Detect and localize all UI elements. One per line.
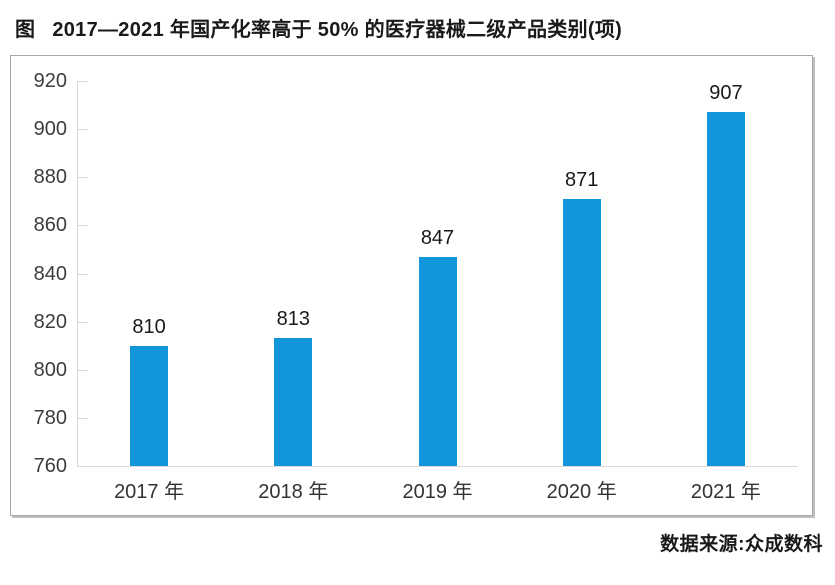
bar bbox=[706, 112, 745, 466]
data-source-label: 数据来源:众成数科 bbox=[660, 534, 823, 555]
y-tick bbox=[77, 273, 88, 275]
y-tick-label: 860 bbox=[33, 214, 67, 237]
bar-value-label: 907 bbox=[709, 82, 743, 105]
x-tick-label: 2019 年 bbox=[402, 481, 473, 503]
y-tick-label: 800 bbox=[33, 358, 67, 381]
y-tick-label: 900 bbox=[33, 118, 67, 141]
x-tick-label: 2021 年 bbox=[690, 481, 761, 503]
y-tick-label: 880 bbox=[33, 166, 67, 189]
chart-title-prefix: 图 bbox=[15, 19, 36, 41]
y-tick bbox=[77, 369, 88, 371]
bar bbox=[274, 338, 313, 466]
bar bbox=[562, 198, 601, 466]
y-tick bbox=[77, 417, 88, 419]
bar-value-label: 847 bbox=[420, 226, 455, 249]
bar bbox=[418, 256, 457, 466]
y-tick-label: 780 bbox=[33, 406, 67, 429]
y-tick-label: 920 bbox=[33, 70, 67, 92]
y-tick-label: 760 bbox=[33, 455, 67, 477]
y-tick bbox=[77, 225, 88, 227]
bar-value-label: 871 bbox=[565, 168, 599, 191]
y-tick bbox=[77, 321, 88, 323]
y-tick bbox=[77, 129, 88, 131]
y-tick bbox=[77, 81, 88, 82]
x-tick-label: 2018 年 bbox=[258, 481, 329, 503]
chart-title: 图 2017—2021 年国产化率高于 50% 的医疗器械二级产品类别(项) bbox=[15, 13, 622, 42]
x-axis-line bbox=[77, 466, 798, 467]
y-tick-label: 820 bbox=[33, 310, 67, 333]
chart-frame: 760 780 800 820 840 860 880 900 920 810 2017 年 813 2… bbox=[10, 55, 813, 516]
x-tick-label: 2017 年 bbox=[114, 481, 185, 503]
bar bbox=[130, 345, 169, 466]
x-tick-label: 2020 年 bbox=[546, 481, 617, 503]
bar-value-label: 810 bbox=[132, 315, 166, 338]
y-tick bbox=[77, 177, 88, 179]
y-tick-label: 840 bbox=[33, 262, 67, 285]
bar-value-label: 813 bbox=[276, 308, 310, 331]
chart-title-text: 2017—2021 年国产化率高于 50% 的医疗器械二级产品类别(项) bbox=[52, 19, 623, 41]
